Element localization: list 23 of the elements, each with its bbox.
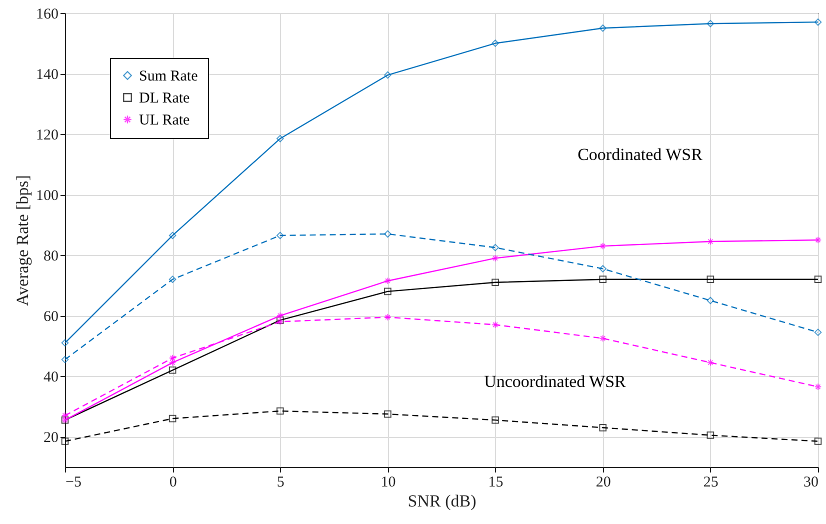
annotation: Uncoordinated WSR [484,372,627,391]
annotation: Coordinated WSR [578,145,704,164]
x-tick-label: 30 [804,474,818,490]
x-tick-label: 25 [703,474,718,490]
legend-label: Sum Rate [139,68,198,84]
y-tick-label: 40 [44,370,58,386]
y-tick-label: 120 [36,128,58,144]
y-tick-label: 140 [36,67,58,84]
x-tick-label: 20 [596,474,611,490]
x-tick-label: 10 [380,474,396,490]
y-tick-label: 160 [36,6,58,22]
y-axis-title: Average Rate [bps] [13,175,32,306]
x-tick-label: 5 [276,474,284,490]
x-tick-label: 0 [169,474,177,490]
y-tick-label: 60 [44,309,58,326]
x-tick-label: 15 [488,474,504,490]
y-tick-label: 100 [36,188,58,204]
y-tick-label: 20 [44,430,58,446]
legend-label: UL Rate [139,112,190,128]
x-tick-label: −5 [66,474,82,490]
x-axis-title: SNR (dB) [408,492,476,510]
legend-label: DL Rate [139,90,190,106]
y-tick-label: 80 [44,248,58,265]
